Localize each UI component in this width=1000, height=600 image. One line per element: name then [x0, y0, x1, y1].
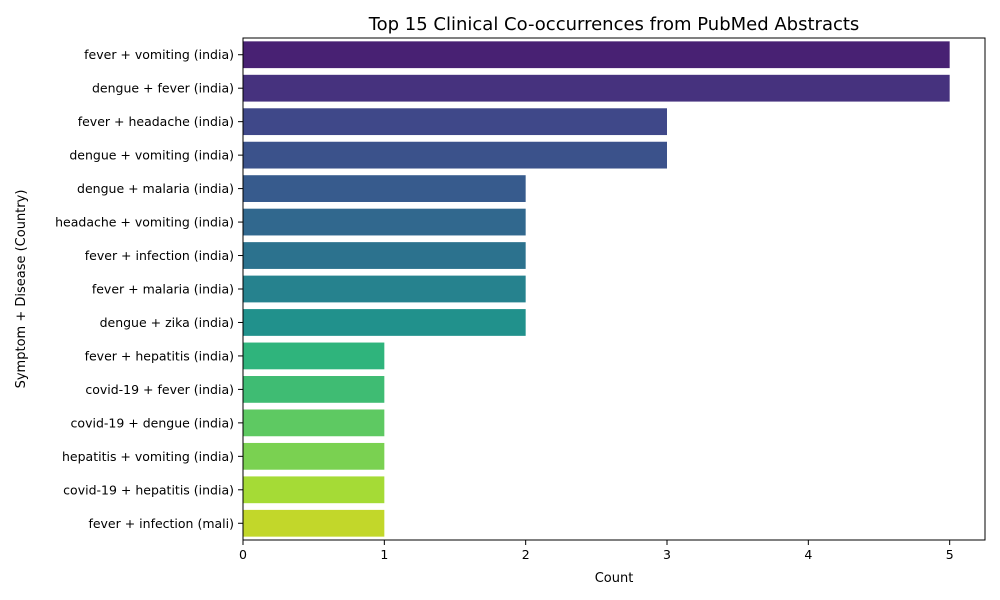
y-tick-label: fever + vomiting (india) [84, 47, 234, 62]
y-tick-label: fever + infection (mali) [88, 516, 234, 531]
bar-3 [243, 141, 667, 169]
y-tick-labels: fever + vomiting (india) dengue + fever (… [55, 47, 243, 531]
bars-group [243, 41, 950, 537]
bar-7 [243, 275, 526, 303]
plot-frame [242, 37, 986, 541]
y-tick-label: covid-19 + fever (india) [85, 382, 234, 397]
bar-14 [243, 509, 385, 537]
bar-8 [243, 309, 526, 336]
chart-title: Top 15 Clinical Co-occurrences from PubM… [368, 14, 860, 35]
x-tick-label: 2 [522, 547, 530, 562]
bar-6 [243, 242, 526, 269]
y-tick-label: dengue + fever (india) [92, 81, 234, 96]
y-tick-label: fever + infection (india) [85, 248, 234, 263]
bar-12 [243, 442, 385, 470]
y-tick-label: fever + hepatitis (india) [85, 348, 234, 363]
bar-2 [243, 108, 667, 136]
bar-11 [243, 409, 385, 437]
y-tick-label: headache + vomiting (india) [55, 215, 234, 230]
y-tick-label: hepatitis + vomiting (india) [62, 449, 234, 464]
y-tick-label: covid-19 + hepatitis (india) [63, 482, 234, 497]
y-tick-label: fever + malaria (india) [92, 282, 234, 297]
bar-10 [243, 376, 385, 403]
x-tick-label: 4 [804, 547, 812, 562]
y-tick-label: dengue + vomiting (india) [69, 148, 234, 163]
y-tick-label: fever + headache (india) [78, 114, 234, 129]
bar-9 [243, 342, 385, 370]
x-tick-label: 1 [380, 547, 388, 562]
bar-1 [243, 74, 950, 102]
x-tick-label: 5 [946, 547, 954, 562]
bar-0 [243, 41, 950, 69]
x-ticks: 0 1 2 3 4 5 [239, 540, 954, 562]
x-tick-label: 3 [663, 547, 671, 562]
y-axis-label: Symptom + Disease (Country) [14, 190, 29, 389]
bar-4 [243, 175, 526, 202]
x-axis-label: Count [595, 571, 634, 586]
y-tick-label: dengue + zika (india) [100, 315, 234, 330]
y-tick-label: dengue + malaria (india) [77, 181, 234, 196]
y-tick-label: covid-19 + dengue (india) [71, 415, 234, 430]
bar-13 [243, 476, 385, 504]
bar-5 [243, 208, 526, 236]
x-tick-label: 0 [239, 547, 247, 562]
